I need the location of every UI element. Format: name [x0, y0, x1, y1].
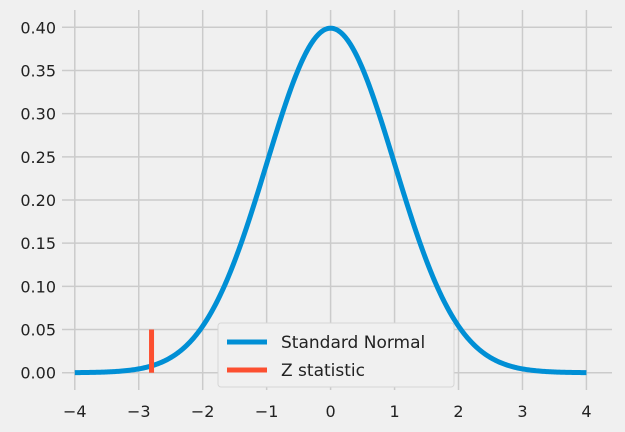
y-tick-label: 0.30 — [20, 105, 56, 124]
series-standard-normal-line — [73, 25, 588, 376]
x-tick-label: −2 — [191, 402, 215, 421]
y-tick-label: 0.25 — [20, 148, 56, 167]
y-axis: 0.00 0.05 0.10 0.15 0.20 0.25 0.30 0.35 0.40 — [20, 18, 56, 382]
legend-box — [217, 322, 455, 388]
legend: Standard Normal Z statistic — [217, 322, 455, 388]
legend-label: Standard Normal — [281, 333, 425, 353]
legend-label: Z statistic — [281, 361, 365, 381]
x-tick-label: 2 — [453, 402, 463, 421]
y-tick-label: 0.15 — [20, 234, 56, 253]
x-axis: −4 −3 −2 −1 0 1 2 3 4 — [63, 402, 592, 421]
x-tick-label: −1 — [255, 402, 279, 421]
x-tick-label: 0 — [326, 402, 336, 421]
y-tick-label: 0.05 — [20, 321, 56, 340]
y-tick-label: 0.20 — [20, 191, 56, 210]
x-tick-label: −3 — [127, 402, 151, 421]
y-tick-label: 0.35 — [20, 61, 56, 80]
series-layer — [73, 25, 588, 376]
y-tick-label: 0.10 — [20, 277, 56, 296]
y-tick-label: 0.40 — [20, 18, 56, 37]
x-tick-label: 4 — [581, 402, 591, 421]
x-tick-label: 1 — [389, 402, 399, 421]
x-tick-label: 3 — [517, 402, 527, 421]
x-tick-label: −4 — [63, 402, 87, 421]
y-tick-label: 0.00 — [20, 364, 56, 383]
